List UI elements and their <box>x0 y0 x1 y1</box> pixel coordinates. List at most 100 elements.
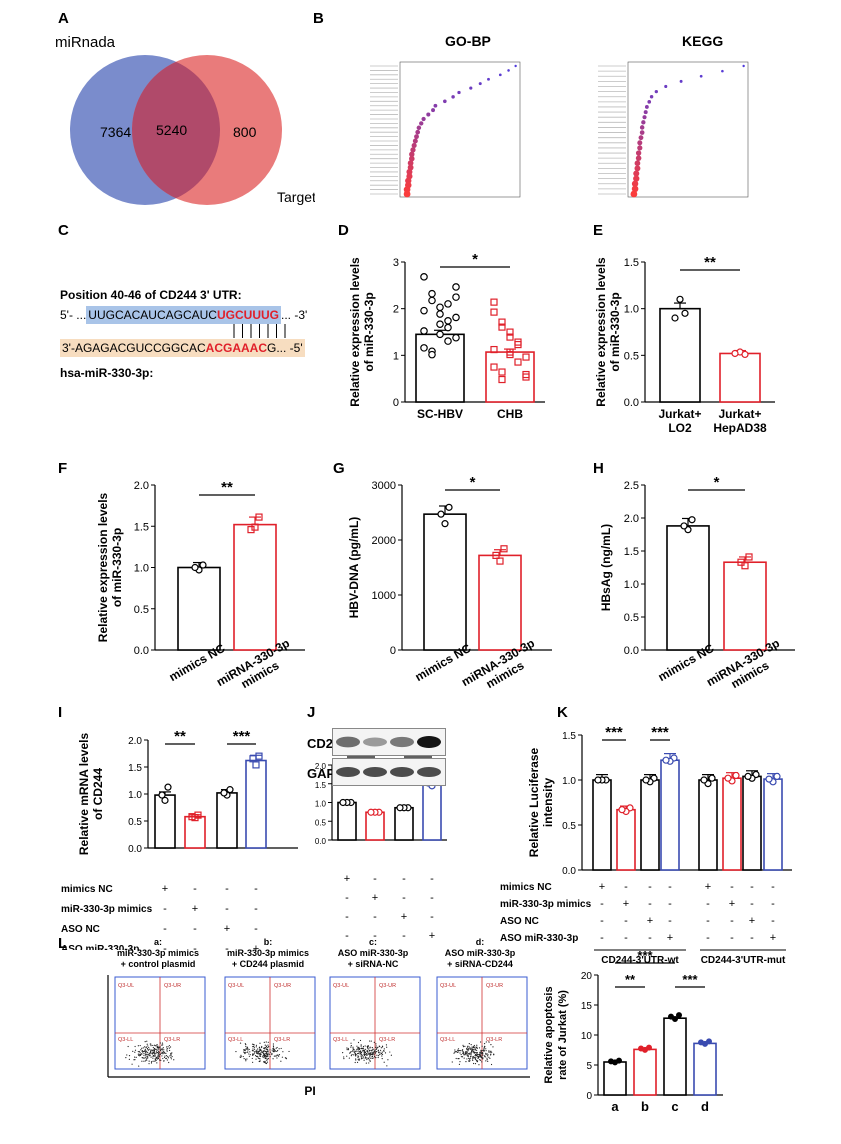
flow-event <box>461 1050 463 1052</box>
flow-event <box>146 1043 148 1045</box>
flow-event <box>258 1046 260 1048</box>
flow-event <box>134 1059 136 1061</box>
bar <box>763 778 783 871</box>
flow-event <box>366 1057 368 1059</box>
flow-event <box>377 1056 379 1059</box>
flow-event <box>265 1062 268 1065</box>
y-axis-label: of CD244 <box>91 768 105 820</box>
flow-event <box>252 1049 254 1052</box>
flow-event <box>265 1053 268 1055</box>
y-tick-label: 0 <box>586 1091 592 1102</box>
flow-event <box>248 1048 250 1051</box>
data-point <box>255 513 263 521</box>
flow-event <box>157 1050 160 1052</box>
flow-event <box>365 1056 367 1059</box>
y-tick-label: 1.0 <box>624 579 639 591</box>
flow-event <box>256 1051 258 1053</box>
significance-mark: ** <box>221 479 233 496</box>
flow-event <box>246 1058 248 1060</box>
flow-event <box>371 1055 373 1058</box>
flow-event <box>170 1056 172 1059</box>
data-point <box>420 327 428 335</box>
flow-event <box>489 1057 491 1060</box>
flow-event <box>154 1055 156 1058</box>
flow-event <box>256 1055 258 1057</box>
enrichment-dot <box>415 129 421 135</box>
flow-event <box>346 1047 348 1049</box>
enrichment-dot <box>443 99 447 104</box>
flow-event <box>152 1044 154 1047</box>
flow-event <box>151 1052 153 1054</box>
condition-sign: - <box>345 892 349 904</box>
flow-event <box>276 1046 278 1049</box>
flow-event <box>264 1046 267 1049</box>
flow-event <box>479 1051 481 1054</box>
panel-letter-g: G <box>333 460 345 477</box>
flow-event <box>155 1053 157 1055</box>
enrichment-dot <box>631 180 639 187</box>
enrichment-dot <box>433 103 438 108</box>
flow-event <box>160 1059 162 1061</box>
data-point <box>490 308 498 316</box>
flow-event <box>128 1058 130 1061</box>
flow-event <box>278 1054 281 1056</box>
flow-event <box>155 1057 158 1059</box>
enrichment-dot <box>721 69 724 73</box>
flow-event <box>245 1043 247 1046</box>
flow-event <box>164 1055 166 1057</box>
enrichment-dot <box>478 82 482 86</box>
flow-event <box>143 1060 145 1062</box>
flow-event <box>249 1051 251 1053</box>
flow-event <box>268 1053 271 1055</box>
flow-event <box>163 1049 165 1051</box>
condition-sign: - <box>430 911 434 923</box>
flow-event <box>462 1050 464 1053</box>
flow-event <box>169 1046 172 1048</box>
flow-event <box>379 1049 382 1051</box>
condition-sign: - <box>193 943 197 950</box>
flow-event <box>487 1060 489 1062</box>
bar <box>478 554 522 651</box>
panel-letter-b: B <box>313 10 324 27</box>
data-point <box>498 323 506 331</box>
data-point <box>676 295 684 303</box>
flow-event <box>480 1051 482 1053</box>
flow-event <box>362 1056 365 1058</box>
data-point <box>428 289 436 298</box>
flow-event <box>165 1057 167 1060</box>
flow-event <box>353 1048 355 1051</box>
flow-event <box>128 1054 131 1057</box>
flow-event <box>466 1046 469 1048</box>
flow-event <box>455 1057 457 1060</box>
flow-event <box>133 1059 135 1061</box>
flow-event <box>154 1058 156 1060</box>
condition-sign: - <box>430 873 434 885</box>
flow-event <box>272 1058 274 1060</box>
bar <box>592 779 612 871</box>
data-point <box>724 774 732 782</box>
data-point <box>773 772 781 780</box>
flow-event <box>245 1051 247 1054</box>
blot-band <box>417 736 441 748</box>
flow-event <box>259 1060 261 1062</box>
flow-event <box>460 1056 463 1058</box>
quadrant-label: Q3-LL <box>333 1037 348 1043</box>
data-point <box>420 344 428 352</box>
flow-event <box>481 1055 483 1058</box>
flow-event <box>468 1046 470 1048</box>
flow-event <box>467 1048 470 1050</box>
flow-event <box>149 1048 151 1050</box>
flow-event <box>363 1059 365 1061</box>
data-point <box>444 317 452 325</box>
flow-event <box>266 1059 268 1061</box>
bar <box>423 513 467 651</box>
condition-sign: + <box>401 911 407 923</box>
flow-event <box>488 1041 490 1043</box>
y-tick-label: 0.0 <box>315 837 327 846</box>
flow-event <box>146 1053 148 1055</box>
flow-event <box>257 1048 259 1050</box>
flow-event <box>482 1054 484 1056</box>
cd244-blot <box>332 728 446 756</box>
flow-event <box>259 1055 262 1058</box>
